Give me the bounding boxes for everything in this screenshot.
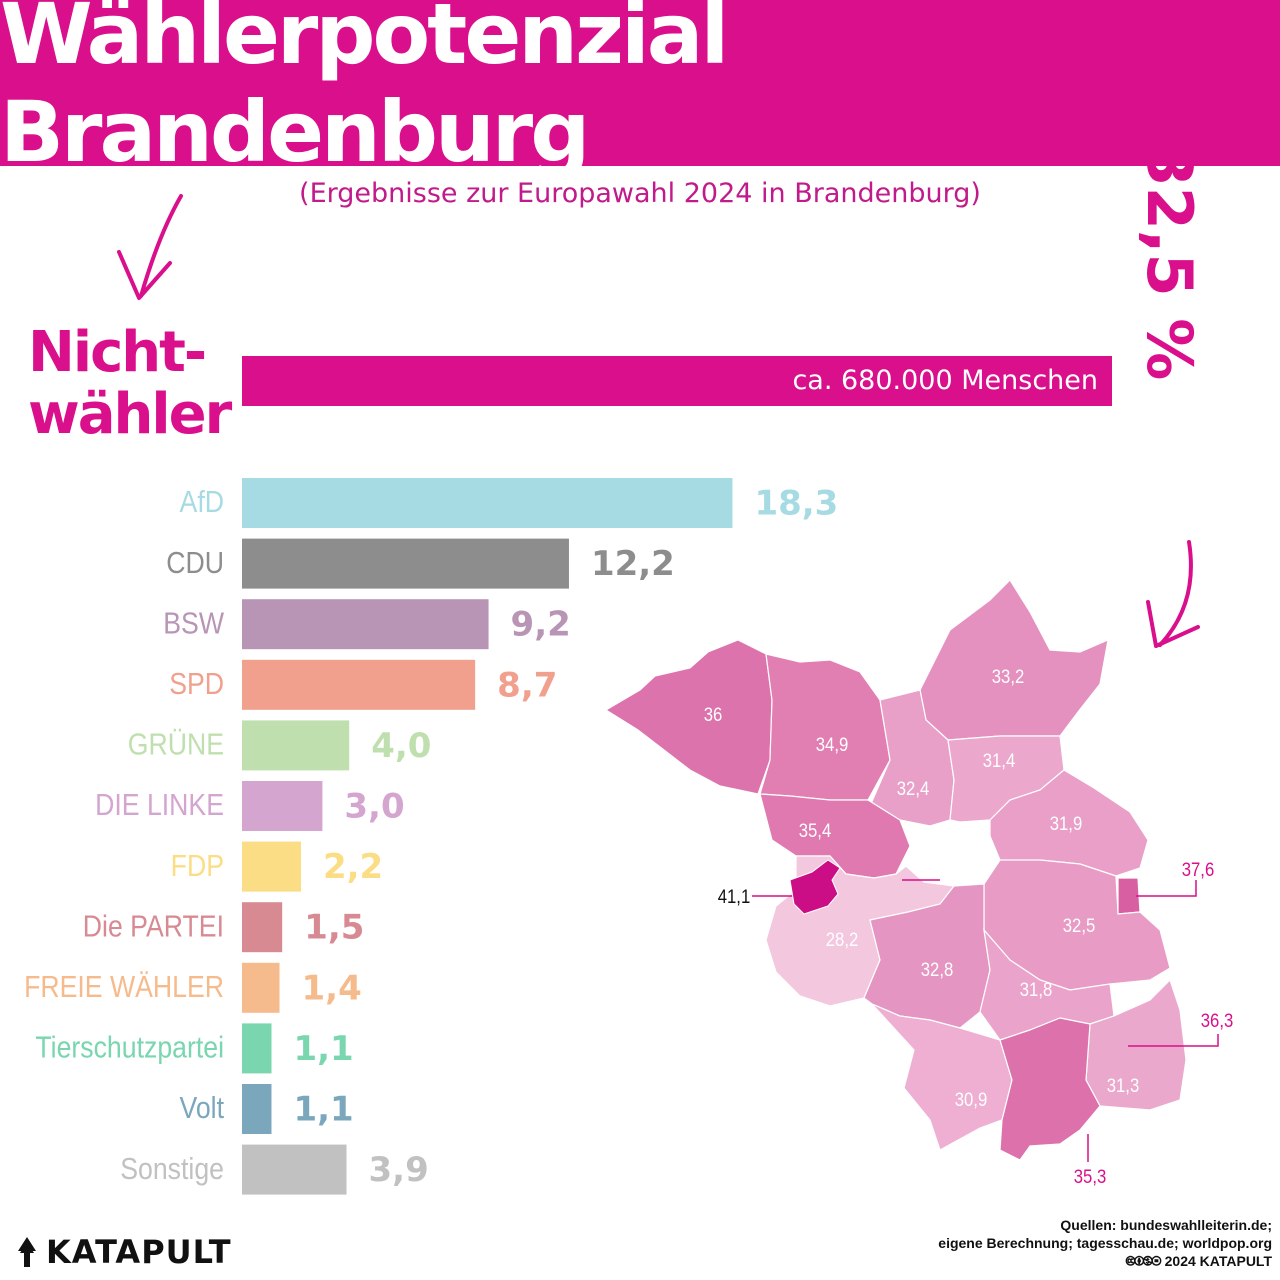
map-value-label-14: 36,3 xyxy=(1201,1010,1234,1031)
header-banner xyxy=(0,0,1280,166)
map-value-label-0: 36 xyxy=(704,704,723,725)
party-label-2: BSW xyxy=(163,607,224,641)
bar-8 xyxy=(242,962,280,1013)
map-region-uckermark xyxy=(919,579,1109,741)
bar-10 xyxy=(242,1084,272,1134)
map-region-ostprignitz-ruppin xyxy=(759,653,891,801)
katapult-logo-text: KATAPULT xyxy=(46,1233,232,1271)
party-label-6: FDP xyxy=(171,849,224,883)
value-label-4: 4,0 xyxy=(371,726,431,766)
sources-line-3: 🅭🅯🄏⊜ 2024 KATAPULT xyxy=(1126,1253,1272,1269)
party-label-10: Volt xyxy=(180,1091,224,1125)
map-value-label-4: 31,4 xyxy=(983,750,1016,771)
non-voters-label-line1: Nicht- xyxy=(28,320,207,385)
bar-2 xyxy=(242,599,489,650)
map-value-label-2: 33,2 xyxy=(992,666,1025,687)
page-subtitle: (Ergebnisse zur Europawahl 2024 in Brand… xyxy=(299,178,981,209)
non-voters-label-line2: wähler xyxy=(28,382,232,447)
party-label-0: AfD xyxy=(180,485,224,519)
bar-5 xyxy=(242,781,323,831)
value-label-8: 1,4 xyxy=(302,968,362,1008)
party-label-7: Die PARTEI xyxy=(83,910,224,944)
map-region-oberspreewald-lausitz xyxy=(999,1017,1101,1161)
map-value-label-9: 28,2 xyxy=(826,929,859,950)
value-label-11: 3,9 xyxy=(369,1150,429,1190)
value-label-2: 9,2 xyxy=(511,605,571,645)
leader-line-36-3 xyxy=(1128,1034,1219,1047)
non-voters-bar-label: ca. 680.000 Menschen xyxy=(792,365,1098,396)
leader-line-37-6 xyxy=(1136,880,1197,897)
map-value-label-15: 30,9 xyxy=(955,1089,988,1110)
value-label-10: 1,1 xyxy=(293,1090,353,1130)
map-value-label-10: 37,6 xyxy=(1182,859,1215,880)
value-label-5: 3,0 xyxy=(344,787,404,827)
map-value-label-11: 32,5 xyxy=(1063,915,1096,936)
map-value-label-1: 34,9 xyxy=(816,734,849,755)
bar-3 xyxy=(242,659,476,710)
value-label-1: 12,2 xyxy=(591,544,675,584)
page-title: Wählerpotenzial Brandenburg xyxy=(0,0,729,181)
party-label-4: GRÜNE xyxy=(128,728,224,762)
map-value-label-8: 41,1 xyxy=(718,886,751,907)
party-label-1: CDU xyxy=(166,546,224,580)
non-voters-bar: ca. 680.000 Menschen xyxy=(242,356,1112,406)
bar-0 xyxy=(242,478,733,528)
katapult-logo: KATAPULT xyxy=(14,1232,232,1272)
map-value-label-16: 31,3 xyxy=(1107,1075,1140,1096)
party-label-8: FREIE WÄHLER xyxy=(24,970,224,1004)
map-value-label-17: 35,3 xyxy=(1074,1166,1107,1187)
non-voters-label: Nicht- wähler xyxy=(28,322,248,446)
bar-4 xyxy=(242,720,350,771)
map-region-brandenburg-havel xyxy=(789,859,841,915)
bar-11 xyxy=(242,1144,347,1195)
map-value-label-5: 35,4 xyxy=(799,820,832,841)
value-label-9: 1,1 xyxy=(293,1029,353,1069)
map-region-prignitz xyxy=(604,639,773,795)
value-label-0: 18,3 xyxy=(754,484,838,524)
sources-line-2: eigene Berechnung; tagesschau.de; worldp… xyxy=(938,1235,1272,1251)
party-label-11: Sonstige xyxy=(120,1152,224,1186)
bar-9 xyxy=(242,1023,272,1074)
value-label-7: 1,5 xyxy=(304,908,364,948)
bar-6 xyxy=(242,841,301,892)
bar-7 xyxy=(242,902,283,953)
map-value-label-6: 27,5 xyxy=(932,846,965,867)
party-label-5: DIE LINKE xyxy=(95,788,224,822)
map-value-label-7: 31,9 xyxy=(1050,813,1083,834)
party-label-3: SPD xyxy=(169,667,224,701)
sources-line-1: Quellen: bundeswahlleiterin.de; xyxy=(1060,1217,1272,1233)
map-value-label-12: 32,8 xyxy=(921,959,954,980)
katapult-logo-icon xyxy=(18,1237,36,1267)
party-label-9: Tierschutzpartei xyxy=(35,1031,224,1065)
map-value-label-13: 31,8 xyxy=(1020,979,1053,1000)
value-label-6: 2,2 xyxy=(323,847,383,887)
sources-credit: Quellen: bundeswahlleiterin.de; eigene B… xyxy=(938,1216,1272,1270)
map-value-label-3: 32,4 xyxy=(897,778,930,799)
value-label-3: 8,7 xyxy=(497,665,557,705)
bar-1 xyxy=(242,538,569,589)
